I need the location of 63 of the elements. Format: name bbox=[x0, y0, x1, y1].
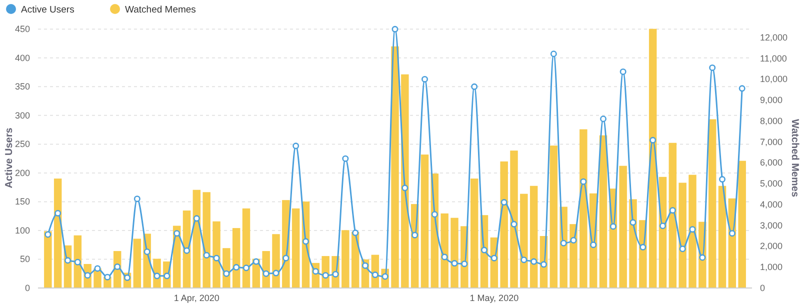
y2-tick-label: 0 bbox=[760, 283, 766, 293]
bar bbox=[212, 221, 220, 288]
bar bbox=[272, 234, 280, 288]
bar bbox=[44, 231, 52, 288]
bar bbox=[133, 238, 142, 288]
bar bbox=[658, 176, 667, 288]
legend-label: Watched Memes bbox=[125, 4, 196, 16]
bar bbox=[342, 230, 350, 288]
x-tick-label: 1 Apr, 2020 bbox=[174, 293, 220, 303]
y2-tick-label: 6,000 bbox=[760, 158, 783, 168]
y2-tick-label: 1,000 bbox=[760, 262, 783, 272]
bar bbox=[192, 190, 201, 288]
bar bbox=[202, 192, 210, 288]
bar bbox=[738, 160, 746, 288]
y-tick-label: 250 bbox=[14, 139, 30, 150]
bar bbox=[182, 210, 191, 288]
bar bbox=[54, 178, 62, 288]
y-tick-label: 100 bbox=[14, 225, 30, 236]
bar bbox=[530, 186, 538, 288]
bar bbox=[668, 142, 677, 288]
bar bbox=[292, 208, 300, 288]
y-axis-title: Active Users bbox=[4, 127, 15, 188]
y2-tick-label: 4,000 bbox=[760, 199, 783, 210]
y2-tick-label: 5,000 bbox=[760, 178, 783, 189]
y-tick-label: 50 bbox=[20, 254, 30, 264]
bar bbox=[420, 154, 429, 288]
bar bbox=[510, 150, 518, 288]
bar bbox=[718, 186, 726, 288]
y2-axis-title: Watched Memes bbox=[789, 119, 800, 198]
y-tick-label: 350 bbox=[14, 82, 30, 92]
bar bbox=[450, 218, 458, 288]
y2-tick-label: 9,000 bbox=[760, 95, 783, 106]
bar bbox=[520, 194, 528, 288]
bar bbox=[500, 161, 508, 288]
y2-tick-label: 10,000 bbox=[760, 74, 788, 84]
bar bbox=[470, 178, 478, 288]
bar bbox=[619, 166, 627, 288]
y2-tick-label: 8,000 bbox=[760, 116, 783, 126]
bar bbox=[242, 208, 250, 288]
y2-tick-label: 12,000 bbox=[760, 32, 788, 42]
bar bbox=[688, 174, 696, 288]
y2-tick-label: 3,000 bbox=[760, 220, 783, 230]
bar bbox=[391, 46, 399, 288]
y2-tick-label: 7,000 bbox=[760, 136, 783, 147]
bar bbox=[74, 235, 82, 288]
y-tick-label: 300 bbox=[14, 110, 30, 120]
bar bbox=[648, 28, 657, 288]
legend-label: Active Users bbox=[21, 4, 75, 16]
bar bbox=[678, 182, 686, 288]
bar bbox=[599, 135, 608, 288]
bar bbox=[440, 213, 448, 288]
y-tick-label: 0 bbox=[24, 283, 30, 293]
bar bbox=[708, 119, 716, 288]
y2-tick-label: 11,000 bbox=[760, 53, 787, 64]
y2-tick-label: 2,000 bbox=[760, 241, 783, 252]
bar bbox=[580, 129, 588, 288]
bar bbox=[232, 228, 240, 288]
y-tick-label: 400 bbox=[14, 52, 30, 63]
y-tick-label: 450 bbox=[14, 24, 30, 34]
y-tick-label: 150 bbox=[14, 196, 30, 207]
bar bbox=[550, 146, 558, 288]
x-tick-label: 1 May, 2020 bbox=[470, 293, 519, 303]
y-tick-label: 200 bbox=[14, 168, 30, 178]
